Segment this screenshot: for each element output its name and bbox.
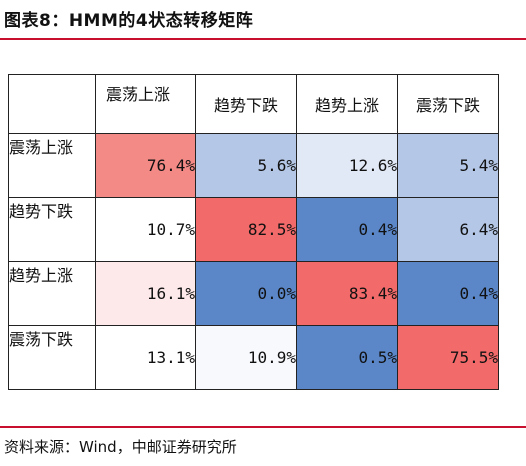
matrix-cell: 0.4% xyxy=(397,261,499,326)
footer-divider xyxy=(0,426,526,428)
matrix-cell: 76.4% xyxy=(95,133,196,198)
matrix-cell: 16.1% xyxy=(95,261,196,326)
header-row: 震荡上涨 趋势下跌 趋势上涨 震荡下跌 xyxy=(8,74,499,134)
matrix-cell: 5.6% xyxy=(195,133,297,198)
matrix-cell: 10.9% xyxy=(195,325,297,390)
matrix-cell: 0.5% xyxy=(296,325,398,390)
matrix-cell: 12.6% xyxy=(296,133,398,198)
matrix-cell: 6.4% xyxy=(397,197,499,262)
matrix-cell: 13.1% xyxy=(95,325,196,390)
column-header: 震荡上涨 xyxy=(95,74,196,134)
row-header: 趋势上涨 xyxy=(8,261,96,326)
column-header: 震荡下跌 xyxy=(397,74,499,134)
figure-title: 图表8：HMM的4状态转移矩阵 xyxy=(4,11,254,31)
row-header: 震荡下跌 xyxy=(8,325,96,390)
row-header: 震荡上涨 xyxy=(8,133,96,198)
source-note: 资料来源：Wind，中邮证券研究所 xyxy=(4,438,237,456)
column-header: 趋势上涨 xyxy=(296,74,398,134)
matrix-cell: 0.0% xyxy=(195,261,297,326)
column-header: 趋势下跌 xyxy=(195,74,297,134)
table-row: 趋势上涨 16.1% 0.0% 83.4% 0.4% xyxy=(8,261,499,326)
matrix-cell: 82.5% xyxy=(195,197,297,262)
table-row: 震荡上涨 76.4% 5.6% 12.6% 5.4% xyxy=(8,133,499,198)
table-row: 趋势下跌 10.7% 82.5% 0.4% 6.4% xyxy=(8,197,499,262)
matrix-cell: 0.4% xyxy=(296,197,398,262)
matrix-cell: 83.4% xyxy=(296,261,398,326)
transition-matrix-table: 震荡上涨 趋势下跌 趋势上涨 震荡下跌 震荡上涨 76.4% 5.6% 12.6… xyxy=(8,74,499,390)
title-divider xyxy=(0,38,526,40)
matrix-cell: 5.4% xyxy=(397,133,499,198)
matrix-cell: 75.5% xyxy=(397,325,499,390)
table-row: 震荡下跌 13.1% 10.9% 0.5% 75.5% xyxy=(8,325,499,390)
corner-cell xyxy=(8,74,96,134)
row-header: 趋势下跌 xyxy=(8,197,96,262)
matrix-cell: 10.7% xyxy=(95,197,196,262)
